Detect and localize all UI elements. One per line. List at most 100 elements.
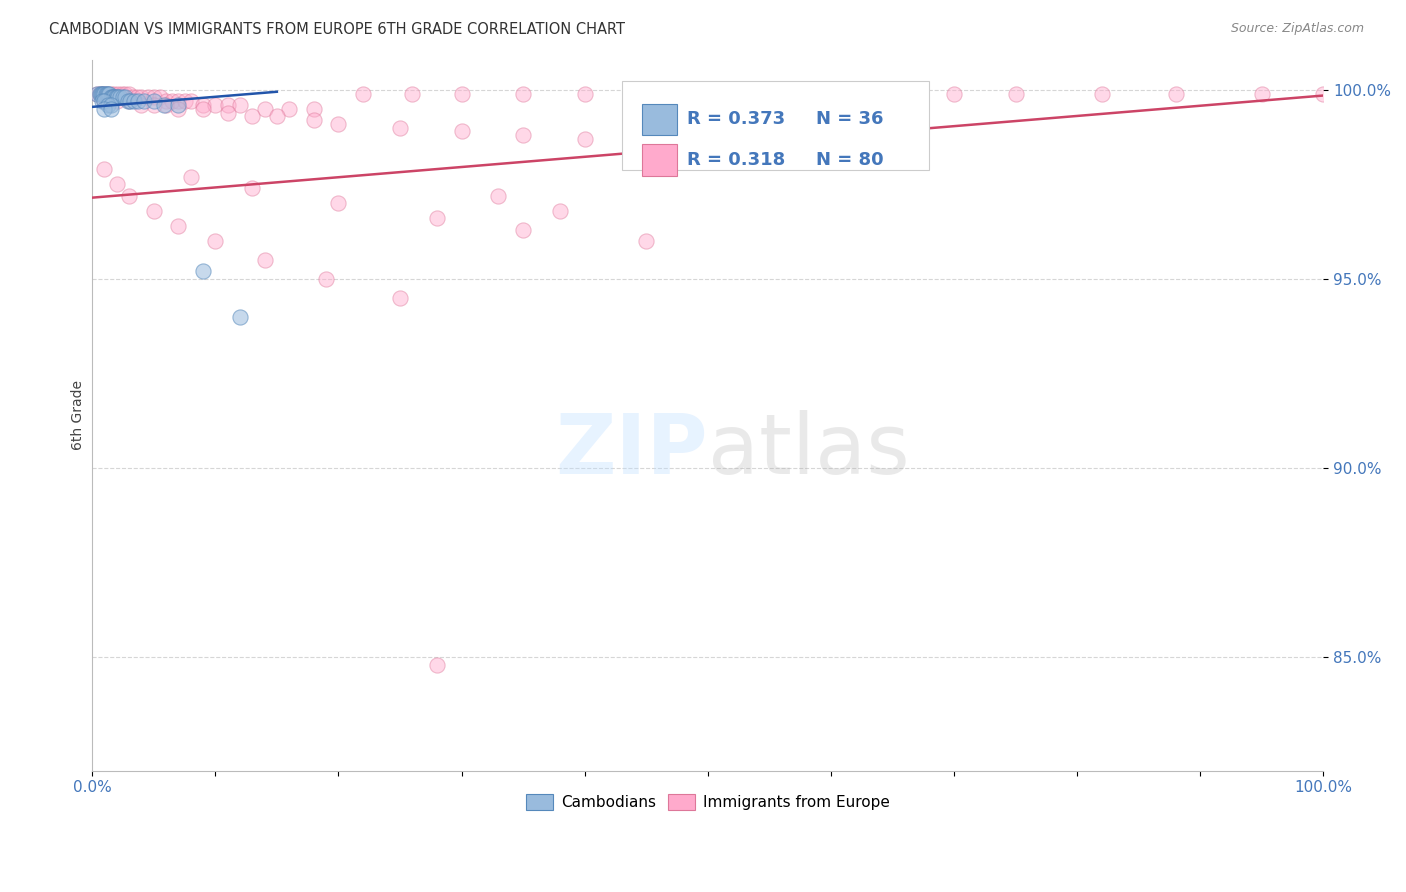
Point [512,87,534,101]
Point [450,124,472,138]
Point [105,178,128,192]
Point [117,94,139,108]
FancyBboxPatch shape [643,145,676,176]
Point [548,203,571,218]
Point [401,87,423,101]
Point [173,94,195,108]
Point [93,94,115,108]
Point [450,87,472,101]
Point [142,90,165,104]
Point [167,219,190,233]
Point [91,87,114,101]
Point [97,98,120,112]
Point [1164,87,1187,101]
Point [229,310,252,324]
Point [266,109,288,123]
Point [89,87,111,101]
Point [107,90,129,104]
Text: Source: ZipAtlas.com: Source: ZipAtlas.com [1230,22,1364,36]
Point [110,90,132,104]
Point [328,117,350,131]
Point [180,169,202,184]
Point [160,94,183,108]
Point [278,102,301,116]
Text: R = 0.373: R = 0.373 [686,111,785,128]
Point [93,162,115,177]
Point [93,94,115,108]
Point [636,87,658,101]
Point [253,253,276,268]
Point [103,87,125,101]
Point [204,234,226,248]
Point [127,94,149,108]
Point [89,87,111,101]
Point [91,87,114,101]
Point [240,181,263,195]
Point [100,90,122,104]
Point [100,102,122,116]
Point [152,98,174,112]
Point [229,98,252,112]
Point [98,87,121,101]
Point [100,98,122,112]
Point [426,211,449,226]
Point [114,87,136,101]
Point [191,98,214,112]
Text: CAMBODIAN VS IMMIGRANTS FROM EUROPE 6TH GRADE CORRELATION CHART: CAMBODIAN VS IMMIGRANTS FROM EUROPE 6TH … [49,22,626,37]
FancyBboxPatch shape [643,103,676,135]
Text: N = 36: N = 36 [815,111,883,128]
Point [204,98,226,112]
Point [118,94,141,108]
Point [636,234,658,248]
Point [388,120,411,135]
Point [191,264,214,278]
Point [388,291,411,305]
Point [96,87,118,101]
Point [121,90,143,104]
Point [302,113,325,128]
Point [96,87,118,101]
Point [125,90,148,104]
Point [240,109,263,123]
Point [1091,87,1114,101]
Point [132,94,155,108]
Point [86,87,108,101]
Point [882,87,904,101]
Point [101,90,124,104]
Point [512,223,534,237]
Point [574,132,596,146]
Point [1004,87,1026,101]
Point [167,98,190,112]
Point [217,105,239,120]
Point [167,94,190,108]
Point [1250,87,1272,101]
Point [512,128,534,143]
Point [122,94,145,108]
Point [118,87,141,101]
Point [820,87,842,101]
Point [131,98,153,112]
Point [315,272,337,286]
Point [328,196,350,211]
Point [488,188,510,202]
Point [217,98,239,112]
Point [191,102,214,116]
Point [101,90,124,104]
Text: ZIP: ZIP [555,410,707,491]
Point [149,90,172,104]
Legend: Cambodians, Immigrants from Europe: Cambodians, Immigrants from Europe [519,789,896,816]
Point [111,87,134,101]
Point [107,87,129,101]
Point [155,94,177,108]
Point [93,87,115,101]
Point [86,87,108,101]
Point [118,188,141,202]
Point [114,90,136,104]
Point [142,203,165,218]
Point [142,94,165,108]
Point [103,90,125,104]
Point [105,94,128,108]
Point [302,102,325,116]
Point [91,94,114,108]
Point [136,90,159,104]
